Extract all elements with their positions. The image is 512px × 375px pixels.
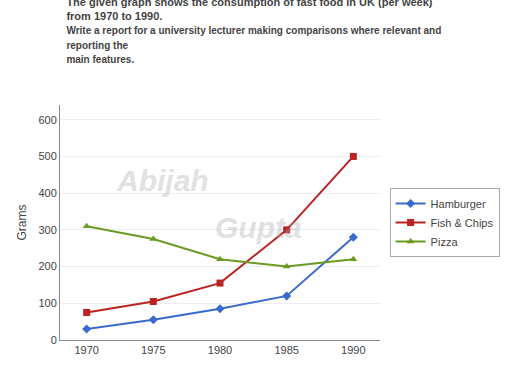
svg-text:Grams: Grams <box>15 205 29 241</box>
svg-text:The given graph shows the cons: The given graph shows the consumption of… <box>66 0 441 65</box>
svg-text:Abijah: Abijah <box>116 164 209 197</box>
svg-text:1980: 1980 <box>208 344 232 356</box>
svg-text:500: 500 <box>38 150 56 162</box>
svg-text:1970: 1970 <box>74 344 98 356</box>
svg-text:Fish & Chips: Fish & Chips <box>431 217 494 229</box>
svg-text:1975: 1975 <box>141 344 165 356</box>
svg-text:400: 400 <box>38 187 56 199</box>
svg-text:0: 0 <box>51 334 57 346</box>
svg-text:Hamburger: Hamburger <box>431 198 486 210</box>
svg-text:Pizza: Pizza <box>431 236 459 248</box>
svg-text:300: 300 <box>38 224 56 236</box>
svg-text:1990: 1990 <box>341 344 365 356</box>
svg-text:600: 600 <box>38 114 56 126</box>
svg-text:200: 200 <box>38 260 56 272</box>
svg-text:Gupta: Gupta <box>215 211 302 244</box>
svg-text:100: 100 <box>38 297 56 309</box>
svg-text:1985: 1985 <box>274 344 298 356</box>
